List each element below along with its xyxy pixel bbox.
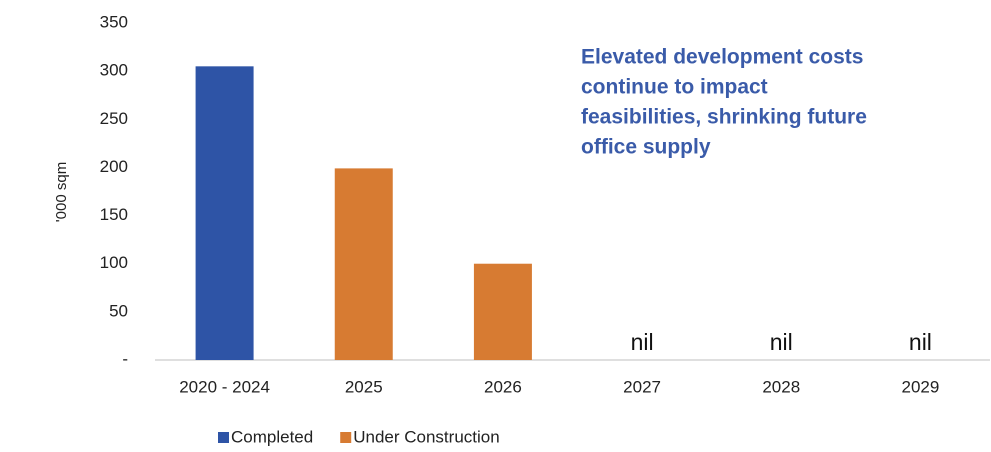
x-tick-label: 2025 <box>345 377 383 396</box>
x-tick-label: 2026 <box>484 377 522 396</box>
legend-label: Under Construction <box>353 427 499 446</box>
y-axis-label: '000 sqm <box>53 162 70 222</box>
bar <box>473 263 532 360</box>
value-label: nil <box>770 329 793 355</box>
x-tick-label: 2027 <box>623 377 661 396</box>
bar <box>195 66 254 360</box>
x-tick-label: 2029 <box>902 377 940 396</box>
x-tick-label: 2020 - 2024 <box>179 377 270 396</box>
legend-swatch <box>218 432 229 443</box>
annotation: Elevated development costs <box>581 46 863 69</box>
y-tick-label: 250 <box>100 109 128 128</box>
value-label: nil <box>631 329 654 355</box>
bar <box>334 168 393 360</box>
annotation: continue to impact <box>581 76 768 99</box>
value-label: nil <box>909 329 932 355</box>
y-tick-label: 150 <box>100 205 128 224</box>
y-tick-label: 100 <box>100 253 128 272</box>
y-tick-label: 350 <box>100 12 128 31</box>
y-tick-label: 300 <box>100 61 128 80</box>
x-tick-label: 2028 <box>762 377 800 396</box>
annotation: feasibilities, shrinking future <box>581 106 867 129</box>
annotation: office supply <box>581 136 711 159</box>
legend-label: Completed <box>231 427 313 446</box>
y-tick-label: 200 <box>100 157 128 176</box>
legend-swatch <box>340 432 352 443</box>
y-tick-label: 50 <box>109 301 128 320</box>
y-tick-label: - <box>122 349 128 368</box>
